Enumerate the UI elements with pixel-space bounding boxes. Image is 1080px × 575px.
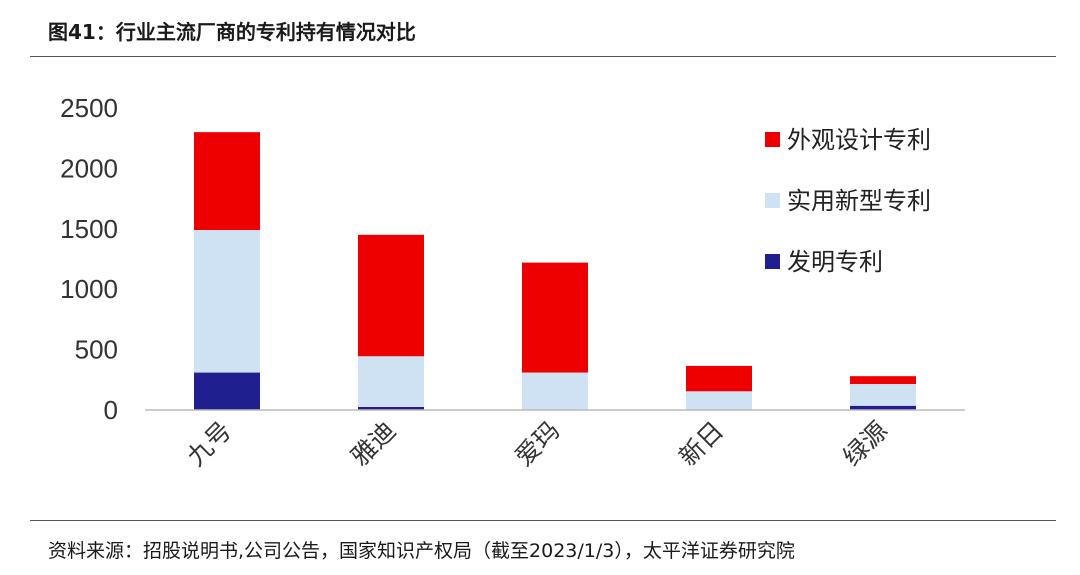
legend-label: 外观设计专利 xyxy=(787,126,931,154)
legend-swatch xyxy=(765,132,780,147)
bar-segment xyxy=(686,391,752,410)
bar-segment xyxy=(358,406,424,410)
legend-label: 实用新型专利 xyxy=(787,187,931,215)
bar-series xyxy=(194,132,916,410)
bar-segment xyxy=(358,234,424,357)
source-note: 资料来源：招股说明书,公司公告，国家知识产权局（截至2023/1/3），太平洋证… xyxy=(48,540,795,562)
bar-segment xyxy=(850,384,916,406)
x-category-label: 九号 xyxy=(181,416,237,472)
bar-segment xyxy=(850,405,916,410)
x-category-label: 绿源 xyxy=(837,416,893,472)
chart-title: 图41：行业主流厂商的专利持有情况对比 xyxy=(48,20,416,44)
bottom-divider xyxy=(30,520,1056,521)
y-tick-label: 500 xyxy=(75,335,118,365)
y-axis-ticks: 0 500 1000 1500 2000 2500 xyxy=(60,93,118,425)
x-axis-categories: 九号 雅迪 爱玛 新日 绿源 xyxy=(181,416,893,472)
legend-swatch xyxy=(765,193,780,208)
bar-segment xyxy=(194,230,260,373)
stacked-bar-chart: 0 500 1000 1500 2000 2500 九号 雅迪 爱玛 新日 绿源 外观设计专利实用… xyxy=(60,93,965,472)
top-divider xyxy=(30,56,1056,57)
bar-segment xyxy=(358,356,424,407)
bar-segment xyxy=(194,132,260,231)
y-tick-label: 1000 xyxy=(60,274,118,304)
bar-segment xyxy=(522,372,588,410)
x-category-label: 雅迪 xyxy=(345,416,401,472)
bar-segment xyxy=(194,372,260,410)
x-category-label: 爱玛 xyxy=(509,416,565,472)
y-tick-label: 1500 xyxy=(60,214,118,244)
bar-segment xyxy=(522,262,588,373)
y-tick-label: 0 xyxy=(104,395,118,425)
y-tick-label: 2000 xyxy=(60,153,118,183)
bar-segment xyxy=(686,365,752,392)
bar-segment xyxy=(850,376,916,385)
legend-label: 发明专利 xyxy=(787,248,883,276)
x-category-label: 新日 xyxy=(673,416,729,472)
legend-swatch xyxy=(765,254,780,269)
y-tick-label: 2500 xyxy=(60,93,118,123)
